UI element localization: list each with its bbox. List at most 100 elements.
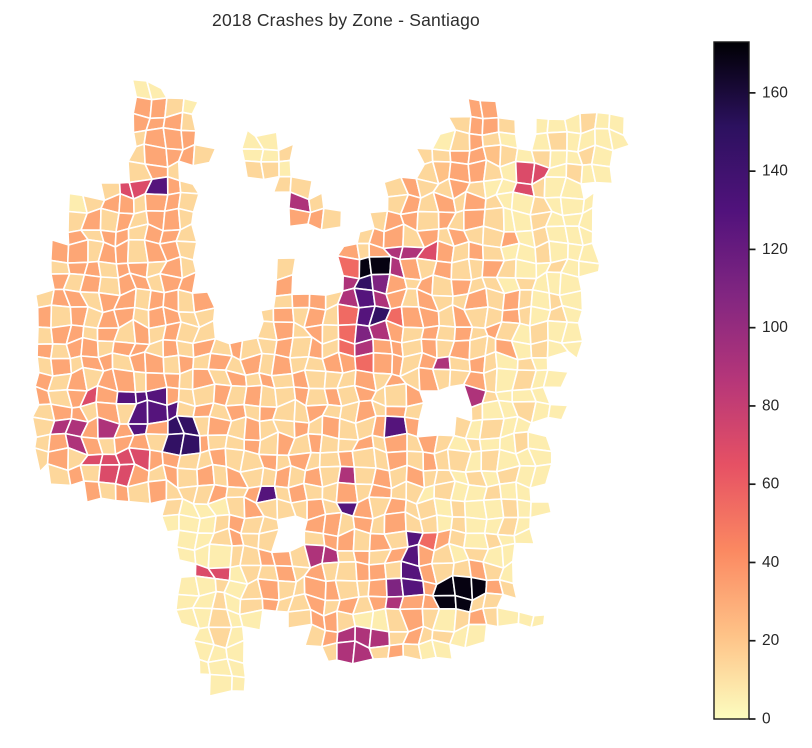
colorbar-tick-label: 40 xyxy=(762,554,780,571)
zone-polygon xyxy=(178,179,200,195)
zone-polygon xyxy=(176,467,199,489)
zone-polygon xyxy=(560,340,584,360)
zone-polygon xyxy=(147,478,168,505)
zone-polygon xyxy=(272,175,293,194)
zone-polygon xyxy=(33,447,50,473)
zone-polygon xyxy=(498,481,518,501)
zone-polygon xyxy=(435,324,457,342)
zone-polygon xyxy=(500,308,521,325)
zone-polygon xyxy=(50,304,73,329)
zone-polygon xyxy=(278,159,293,178)
zone-polygon xyxy=(352,527,372,553)
zone-polygon xyxy=(563,112,582,135)
zone-polygon xyxy=(336,303,360,327)
zone-polygon xyxy=(372,351,394,375)
zone-polygon xyxy=(207,543,233,570)
zone-polygon xyxy=(542,369,570,389)
zone-polygon xyxy=(211,463,229,488)
zone-polygon xyxy=(243,416,262,442)
zone-polygon xyxy=(181,97,199,116)
colorbar-tick-label: 160 xyxy=(762,84,788,101)
zone-polygon xyxy=(351,446,377,469)
zone-polygon xyxy=(546,131,568,152)
zone-polygon xyxy=(49,239,70,264)
zone-polygon xyxy=(546,118,568,134)
chart-title: 2018 Crashes by Zone - Santiago xyxy=(212,10,480,30)
zone-polygon xyxy=(287,608,313,630)
zones-layer xyxy=(31,78,631,698)
zone-polygon xyxy=(433,497,454,518)
zone-polygon xyxy=(97,481,117,502)
zone-polygon xyxy=(240,148,265,163)
zone-polygon xyxy=(260,148,280,163)
zone-polygon xyxy=(319,433,340,454)
colorbar-tick-label: 60 xyxy=(762,476,780,493)
zone-polygon xyxy=(372,338,394,355)
zone-polygon xyxy=(162,207,182,232)
zone-polygon xyxy=(272,306,295,324)
zone-polygon xyxy=(449,499,467,519)
zone-polygon xyxy=(291,293,311,309)
zone-polygon xyxy=(468,115,484,137)
zone-polygon xyxy=(530,613,546,629)
zone-polygon xyxy=(97,260,120,279)
zone-polygon xyxy=(336,255,361,280)
colorbar-tick-label: 80 xyxy=(762,397,780,414)
zone-polygon xyxy=(270,372,295,390)
zone-polygon xyxy=(208,673,233,698)
zone-polygon xyxy=(516,498,532,519)
colorbar-tick-label: 120 xyxy=(762,241,788,258)
zone-polygon xyxy=(302,482,324,501)
zone-polygon xyxy=(160,513,180,533)
zone-polygon xyxy=(431,148,452,163)
zone-polygon xyxy=(180,111,197,132)
zone-polygon xyxy=(608,128,631,152)
zone-polygon xyxy=(368,562,388,582)
zone-polygon xyxy=(162,127,184,151)
zone-polygon xyxy=(498,578,518,600)
zone-polygon xyxy=(270,353,294,377)
zone-polygon xyxy=(36,304,53,329)
zone-polygon xyxy=(387,643,405,660)
zone-polygon xyxy=(464,623,488,649)
zone-polygon xyxy=(464,516,488,535)
colorbar-tick-label: 0 xyxy=(762,711,771,728)
zone-polygon xyxy=(529,463,553,490)
zone-polygon xyxy=(320,642,338,663)
zone-polygon xyxy=(320,207,343,231)
zone-polygon xyxy=(367,578,388,598)
zone-polygon xyxy=(335,481,359,504)
zone-polygon xyxy=(260,160,280,181)
colorbar: 0 20 40 60 80 100 120 140 160 xyxy=(713,41,788,728)
zone-polygon xyxy=(383,382,408,408)
zone-polygon xyxy=(175,546,197,565)
zone-polygon xyxy=(368,255,392,276)
colorbar-gradient-bar xyxy=(713,41,750,720)
zone-polygon xyxy=(272,293,294,310)
colorbar-tick-label: 100 xyxy=(762,319,788,336)
zone-polygon xyxy=(80,336,100,359)
zone-polygon xyxy=(318,451,342,468)
colorbar-tick-label: 140 xyxy=(762,163,788,180)
zone-polygon xyxy=(368,644,391,660)
zone-polygon xyxy=(303,530,326,547)
zone-polygon xyxy=(115,390,138,405)
zone-polygon xyxy=(400,577,426,598)
zone-polygon xyxy=(529,500,553,519)
zone-polygon xyxy=(354,560,371,582)
zone-polygon xyxy=(398,593,426,611)
zone-polygon xyxy=(79,273,102,294)
zone-polygon xyxy=(303,369,327,390)
zone-polygon xyxy=(230,675,247,693)
zone-polygon xyxy=(337,465,357,485)
zone-polygon xyxy=(163,372,181,390)
zone-polygon xyxy=(334,560,358,582)
zone-polygon xyxy=(192,143,217,167)
zone-polygon xyxy=(513,527,536,545)
zone-polygon xyxy=(482,592,505,610)
zone-polygon xyxy=(179,432,202,457)
zone-polygon xyxy=(383,560,403,580)
zone-polygon xyxy=(479,99,500,120)
